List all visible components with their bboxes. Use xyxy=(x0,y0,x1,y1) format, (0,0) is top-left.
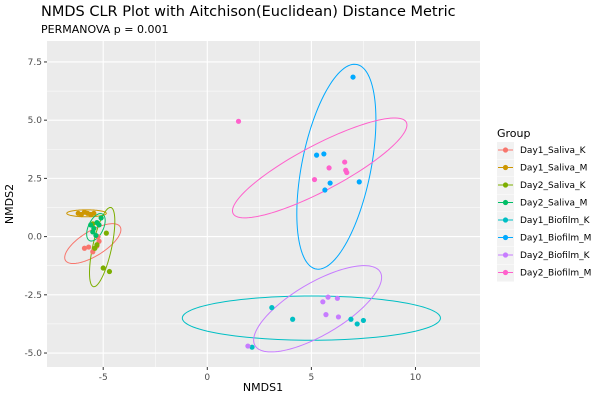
legend-item: Day1_Biofilm_K xyxy=(497,212,591,229)
legend-key-point xyxy=(502,164,509,171)
data-point xyxy=(323,312,329,318)
data-point xyxy=(335,314,342,320)
data-point xyxy=(103,230,109,236)
x-tick-label: 5 xyxy=(309,373,315,383)
points xyxy=(75,74,367,350)
data-point xyxy=(88,222,94,228)
data-point xyxy=(100,265,106,271)
legend-item: Day2_Saliva_M xyxy=(497,194,587,212)
legend-item: Day2_Biofilm_M xyxy=(497,264,591,282)
y-tick-label: 5.0 xyxy=(28,116,43,126)
legend-label: Day2_Saliva_K xyxy=(520,181,587,191)
data-point xyxy=(245,343,251,349)
data-point xyxy=(327,180,333,186)
data-point xyxy=(81,245,88,251)
confidence-ellipse xyxy=(231,117,408,219)
data-point xyxy=(348,316,354,322)
x-axis: -5 0 5 10 xyxy=(99,367,422,383)
legend-key-point xyxy=(502,199,509,206)
data-point xyxy=(350,74,356,80)
grid-major xyxy=(47,41,480,367)
legend: Day1_Saliva_K Day1_Saliva_M Day2_Saliva_K D… xyxy=(497,142,591,282)
data-point xyxy=(360,317,367,324)
data-point xyxy=(311,176,318,183)
data-point xyxy=(93,232,99,239)
grid-minor xyxy=(47,41,480,367)
plot-panel xyxy=(47,41,480,367)
legend-key-point xyxy=(502,182,509,188)
legend-item: Day1_Saliva_K xyxy=(497,142,587,159)
data-point xyxy=(269,305,275,311)
legend-label: Day2_Saliva_M xyxy=(520,199,587,209)
data-point xyxy=(344,169,350,176)
legend-key-point xyxy=(502,252,509,258)
data-point xyxy=(320,299,326,305)
data-point xyxy=(334,295,341,301)
x-tick-label: -5 xyxy=(99,373,108,383)
x-tick-label: 10 xyxy=(410,373,422,383)
legend-item: Day2_Biofilm_K xyxy=(497,247,591,264)
data-point xyxy=(326,165,332,171)
y-tick-label: -5.0 xyxy=(24,349,42,359)
legend-label: Day1_Saliva_K xyxy=(520,146,587,156)
legend-key-point xyxy=(502,147,509,153)
legend-label: Day1_Biofilm_M xyxy=(520,234,591,244)
data-point xyxy=(321,151,327,157)
y-tick-label: 0.0 xyxy=(28,233,43,243)
data-point xyxy=(325,294,331,300)
chart-title: NMDS CLR Plot with Aitchison(Euclidean) … xyxy=(41,4,456,20)
legend-item: Day1_Saliva_M xyxy=(497,159,587,177)
data-point xyxy=(86,244,92,250)
data-point xyxy=(91,210,97,216)
x-tick-label: 0 xyxy=(204,373,210,383)
legend-key-point xyxy=(502,217,509,223)
y-tick-label: 7.5 xyxy=(28,58,42,68)
legend-item: Day2_Saliva_K xyxy=(497,177,587,194)
data-point xyxy=(235,118,242,124)
data-point xyxy=(98,215,104,221)
legend-label: Day1_Saliva_M xyxy=(520,164,587,174)
confidence-ellipse xyxy=(253,265,383,353)
data-point xyxy=(313,152,320,158)
confidence-ellipse xyxy=(86,213,106,242)
legend-title: Group xyxy=(497,127,531,140)
legend-label: Day1_Biofilm_K xyxy=(520,216,591,226)
data-point xyxy=(96,222,102,228)
confidence-ellipse xyxy=(66,209,107,218)
y-tick-label: 2.5 xyxy=(28,174,42,184)
data-point xyxy=(94,242,100,248)
data-point xyxy=(91,225,97,232)
confidence-ellipse xyxy=(181,295,441,341)
data-point xyxy=(249,344,255,350)
legend-label: Day2_Biofilm_K xyxy=(520,251,591,261)
confidence-ellipse xyxy=(296,63,377,270)
y-axis: -5.0 -2.5 0.0 2.5 5.0 7.5 xyxy=(24,58,47,359)
data-point xyxy=(356,179,362,185)
data-point xyxy=(106,268,113,275)
legend-key-point xyxy=(502,234,509,241)
legend-key-point xyxy=(502,269,509,276)
chart-subtitle: PERMANOVA p = 0.001 xyxy=(41,23,168,36)
y-tick-label: -2.5 xyxy=(24,291,42,301)
confidence-ellipse xyxy=(64,223,122,264)
data-point xyxy=(290,316,296,322)
legend-label: Day2_Biofilm_M xyxy=(520,269,591,279)
data-point xyxy=(354,321,360,327)
x-axis-label: NMDS1 xyxy=(243,381,283,394)
y-axis-label: NMDS2 xyxy=(3,184,16,224)
data-point xyxy=(322,187,328,193)
data-point xyxy=(342,159,348,165)
legend-item: Day1_Biofilm_M xyxy=(497,229,591,247)
